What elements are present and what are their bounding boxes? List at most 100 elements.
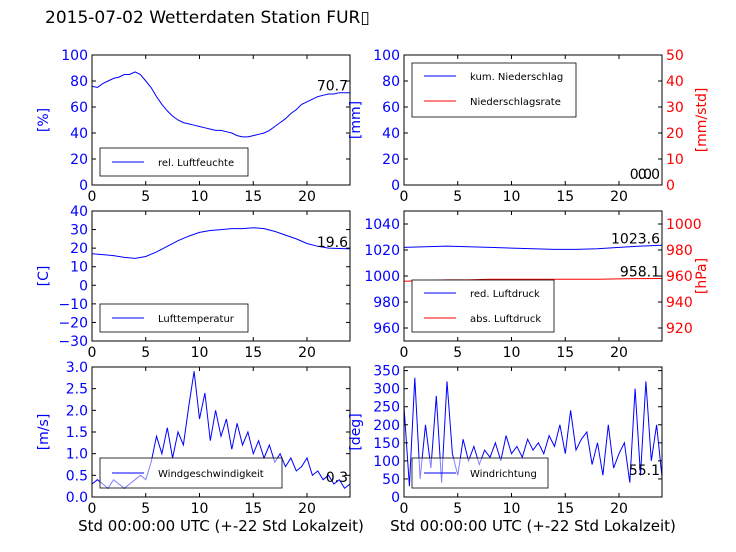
precipitation-ytick-label-4: 80 [382,74,400,90]
windspeed-xtick-label-0: 0 [88,501,97,517]
precipitation-y2tick-label-1: 10 [666,152,684,168]
pressure-xtick-label-4: 20 [610,345,628,361]
pressure-legend-label-0: red. Luftdruck [470,289,540,300]
winddirection-ytick-label-0: 0 [391,490,400,506]
temperature-xtick-label-1: 5 [141,345,150,361]
windspeed-legend-label-0: Windgeschwindigkeit [158,469,264,480]
temperature-ytick-label-2: −10 [58,297,88,313]
precipitation-ytick-label-0: 0 [391,178,400,194]
precipitation-plot-frame [403,54,663,186]
winddirection-y-axis-label: [deg] [348,413,364,450]
winddirection-legend-label-0: Windrichtung [470,469,537,480]
winddirection-xtick-label-4: 20 [610,501,628,517]
precipitation-legend-label-0: kum. Niederschlag [470,72,563,83]
precipitation-value-annotation: 0.0 [638,167,660,183]
winddirection-series-line-0 [404,377,662,487]
precipitation-y2tick-label-0: 0 [666,178,675,194]
pressure-y2-axis-label: [hPa] [694,258,710,294]
windspeed-y-axis-label: [m/s] [36,414,52,451]
pressure-y2tick-label-1: 940 [666,295,693,311]
precipitation-y2tick-label-4: 40 [666,74,684,90]
temperature-series-line-0 [92,227,350,259]
pressure-series-line-0 [404,244,662,250]
windspeed-xtick-label-1: 5 [141,501,150,517]
pressure-xtick-label-0: 0 [400,345,409,361]
humidity-value-annotation: 70.7 [317,79,348,95]
precipitation-value-annotation-2: 0.0 [630,167,652,183]
pressure-y2tick-label-3: 980 [666,243,693,259]
precipitation-xtick-label-1: 5 [453,189,462,205]
precipitation-ytick-label-3: 60 [382,100,400,116]
winddirection-value-annotation: 55.1 [629,463,660,479]
humidity-ytick-label-4: 80 [70,74,88,90]
winddirection-ytick-label-4: 200 [373,418,400,434]
temperature-ytick-label-6: 30 [70,223,88,239]
precipitation-xtick-label-3: 15 [556,189,574,205]
humidity-y-axis-label: [%] [36,108,52,132]
precipitation-xtick-label-2: 10 [503,189,521,205]
pressure-value-annotation: 1023.6 [611,231,660,247]
temperature-xtick-label-0: 0 [88,345,97,361]
humidity-legend-label-0: rel. Luftfeuchte [158,158,234,169]
temperature-plot-frame [91,210,351,342]
precipitation-y-axis-label: [mm] [348,101,364,139]
winddirection-ytick-label-3: 150 [373,436,400,452]
winddirection-plot-frame [403,366,663,498]
humidity-plot-frame [91,54,351,186]
temperature-ytick-label-5: 20 [70,241,88,257]
humidity-xtick-label-3: 15 [244,189,262,205]
temperature-xtick-label-3: 15 [244,345,262,361]
pressure-xtick-label-3: 15 [556,345,574,361]
precipitation-xtick-label-0: 0 [400,189,409,205]
precipitation-xtick-label-4: 20 [610,189,628,205]
humidity-ytick-label-5: 100 [61,48,88,64]
temperature-xtick-label-2: 10 [191,345,209,361]
windspeed-ytick-label-4: 2.0 [66,403,88,419]
temperature-value-annotation: 19.6 [317,235,348,251]
precipitation-ytick-label-5: 100 [373,48,400,64]
windspeed-ytick-label-3: 1.5 [66,425,88,441]
pressure-legend-label-1: abs. Luftdruck [470,314,541,325]
winddirection-ytick-label-1: 50 [382,472,400,488]
precipitation-legend-label-1: Niederschlagsrate [470,97,561,108]
humidity-xtick-label-4: 20 [298,189,316,205]
precipitation-ytick-label-2: 40 [382,126,400,142]
temperature-ytick-label-0: −30 [58,334,88,350]
windspeed-ytick-label-6: 3.0 [66,360,88,376]
humidity-xtick-label-1: 5 [141,189,150,205]
winddirection-xtick-label-0: 0 [400,501,409,517]
windspeed-xtick-label-3: 15 [244,501,262,517]
windspeed-value-annotation: 0.3 [326,470,348,486]
temperature-ytick-label-1: −20 [58,315,88,331]
winddirection-xtick-label-2: 10 [503,501,521,517]
pressure-xtick-label-1: 5 [453,345,462,361]
humidity-xtick-label-2: 10 [191,189,209,205]
pressure-ytick-label-4: 1040 [364,217,400,233]
pressure-y2tick-label-0: 920 [666,321,693,337]
page-title: 2015-07-02 Wetterdaten Station FUR▯ [45,8,370,28]
humidity-series-line-0 [92,71,350,138]
windspeed-ytick-label-1: 0.5 [66,468,88,484]
precipitation-y2-axis-label: [mm/std] [694,88,710,153]
x-axis-label-left: Std 00:00:00 UTC (+-22 Std Lokalzeit) [78,517,364,535]
windspeed-xtick-label-2: 10 [191,501,209,517]
humidity-ytick-label-3: 60 [70,100,88,116]
pressure-ytick-label-1: 980 [373,295,400,311]
windspeed-ytick-label-0: 0.0 [66,490,88,506]
precipitation-y2tick-label-3: 30 [666,100,684,116]
winddirection-ytick-label-7: 350 [373,364,400,380]
precipitation-y2tick-label-2: 20 [666,126,684,142]
pressure-ytick-label-0: 960 [373,321,400,337]
windspeed-xtick-label-4: 20 [298,501,316,517]
humidity-ytick-label-2: 40 [70,126,88,142]
winddirection-ytick-label-5: 250 [373,400,400,416]
pressure-legend-box [411,279,555,333]
x-axis-label-right: Std 00:00:00 UTC (+-22 Std Lokalzeit) [390,517,676,535]
winddirection-ytick-label-6: 300 [373,382,400,398]
temperature-ytick-label-3: 0 [79,278,88,294]
humidity-xtick-label-0: 0 [88,189,97,205]
temperature-ytick-label-4: 10 [70,260,88,276]
pressure-ytick-label-2: 1000 [364,269,400,285]
temperature-y-axis-label: [C] [36,266,52,287]
